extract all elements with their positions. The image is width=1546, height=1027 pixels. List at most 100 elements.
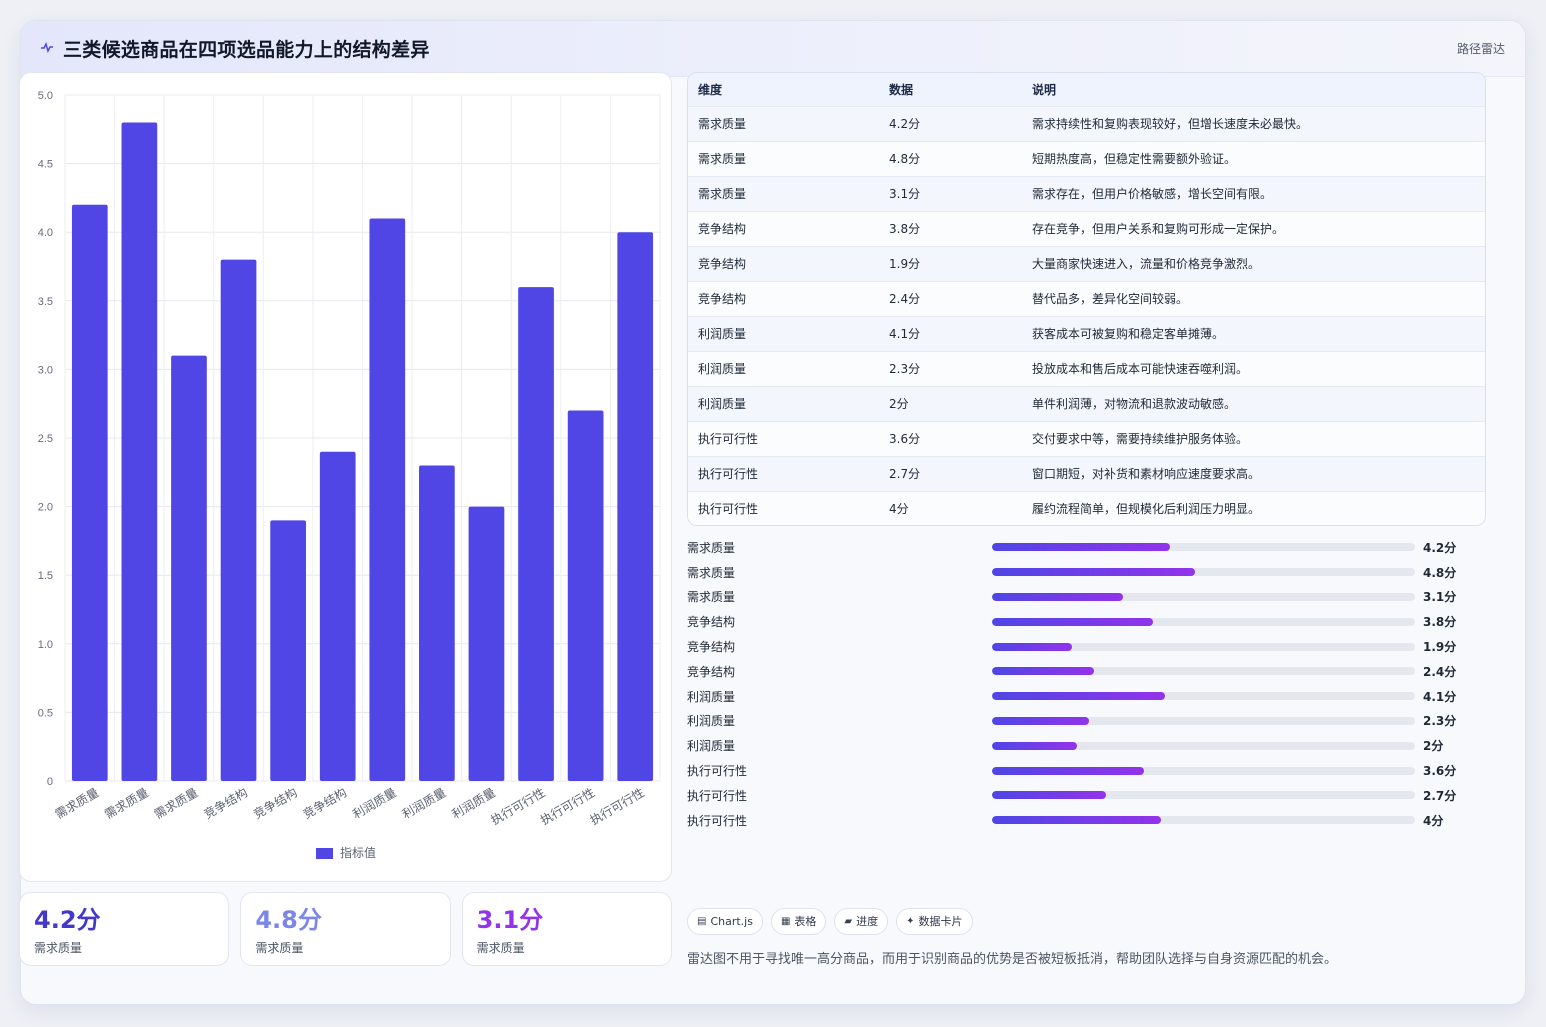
tag-chip[interactable]: ✦ 数据卡片 [896, 908, 973, 935]
tag-chip[interactable]: ▰ 进度 [834, 908, 889, 935]
table-row: 需求质量 3.1分 需求存在，但用户价格敏感，增长空间有限。 [688, 175, 1485, 211]
cell-description: 需求存在，但用户价格敏感，增长空间有限。 [1022, 175, 1485, 211]
bar-chart: 00.51.01.52.02.53.03.54.04.55.0需求质量 需求质量需… [38, 90, 661, 860]
cell-data: 4.1分 [879, 315, 1022, 351]
table-icon: ▦ [780, 916, 791, 927]
table-row: 利润质量 2分 单件利润薄，对物流和退款波动敏感。 [688, 385, 1485, 421]
sparkle-icon: ✦ [906, 916, 915, 927]
stat-value: 4.8分 [255, 906, 322, 934]
cell-dimension: 利润质量 [688, 350, 879, 386]
progress-value: 4.8分 [1423, 565, 1457, 580]
page-title: 三类候选商品在四项选品能力上的结构差异 [63, 39, 430, 61]
progress-fill [992, 791, 1107, 800]
progress-value: 4.2分 [1423, 540, 1457, 555]
tag-chip[interactable]: ▦ 表格 [770, 908, 827, 935]
progress-value: 4分 [1423, 813, 1444, 828]
y-tick-label: 3.5 [38, 296, 53, 308]
progress-track [992, 667, 1415, 676]
bar-chart-card: 0 0.5 1.0 1.5 2.0 2.5 3.0 3.5 4.0 4.5 5.0 需求质量 需求质量需… [19, 72, 672, 882]
cell-dimension: 需求质量 [688, 175, 879, 211]
progress-icon: ▰ [844, 916, 853, 927]
table-row: 执行可行性 4分 履约流程简单，但规模化后利润压力明显。 [688, 490, 1485, 525]
bar [71, 204, 108, 781]
progress-track [992, 791, 1415, 800]
chart-icon: ▤ [697, 916, 707, 927]
bar [270, 520, 306, 781]
bar [171, 355, 207, 781]
x-tick-label: 执行可行性 [489, 785, 548, 827]
column-header-dimension: 维度 [698, 82, 723, 97]
x-tick-label: 利润质量 [350, 785, 399, 821]
bar [617, 232, 654, 781]
cell-dimension: 竞争结构 [688, 210, 879, 246]
progress-value: 2.3分 [1423, 714, 1457, 729]
progress-label: 利润质量 [687, 739, 736, 754]
cell-dimension: 利润质量 [688, 315, 879, 351]
cell-data: 3.6分 [879, 420, 1022, 456]
cell-data: 2.4分 [879, 280, 1022, 316]
tag-chips: ▤ Chart.js ▦ 表格 ▰ 进度 ✦ 数据卡片 [687, 908, 973, 935]
cell-dimension: 需求质量 [688, 105, 879, 141]
progress-fill [992, 617, 1153, 626]
progress-row: 执行可行性 4分 [687, 808, 1486, 833]
cell-dimension: 利润质量 [688, 385, 879, 421]
cell-data: 2分 [879, 385, 1022, 421]
cell-description: 投放成本和售后成本可能快速吞噬利润。 [1022, 350, 1485, 386]
y-tick-label: 3.0 [38, 364, 53, 376]
stat-value: 3.1分 [476, 906, 544, 934]
bar [567, 410, 604, 781]
stat-card: 4.8分 需求质量 [240, 892, 451, 966]
bar [319, 451, 356, 781]
cell-dimension: 需求质量 [688, 140, 879, 176]
x-tick-label: 竞争结构 [251, 785, 300, 822]
chip-label: 数据卡片 [918, 915, 963, 928]
x-tick-label: 利润质量 [400, 785, 449, 821]
table-row: 竞争结构 1.9分 大量商家快速进入，流量和价格竞争激烈。 [688, 245, 1485, 281]
progress-fill [992, 667, 1094, 676]
tag-chip[interactable]: ▤ Chart.js [687, 908, 763, 935]
data-table: 维度 数据 说明 需求质量 4.2分 需求持续性和复购表现较好，但增长速度未必最快。… [688, 73, 1485, 525]
cell-data: 3.8分 [879, 210, 1022, 246]
stat-card: 4.2分 需求质量 [19, 892, 230, 966]
cell-dimension: 执行可行性 [688, 490, 879, 525]
table-row: 需求质量 4.2分 需求持续性和复购表现较好，但增长速度未必最快。 [688, 105, 1485, 141]
progress-value: 3.8分 [1423, 615, 1457, 630]
progress-value: 3.1分 [1423, 590, 1457, 605]
progress-value: 2分 [1423, 739, 1444, 754]
cell-data: 2.7分 [879, 455, 1022, 491]
progress-label: 执行可行性 [687, 788, 748, 803]
stat-label: 需求质量 [34, 941, 83, 955]
progress-track [992, 766, 1415, 775]
cell-description: 窗口期短，对补货和素材响应速度要求高。 [1022, 455, 1485, 491]
progress-row: 需求质量 4.8分 [687, 560, 1486, 585]
progress-row: 利润质量 2分 [687, 733, 1486, 758]
table-row: 利润质量 2.3分 投放成本和售后成本可能快速吞噬利润。 [688, 350, 1485, 386]
progress-label: 执行可行性 [687, 813, 748, 828]
progress-label: 竞争结构 [687, 640, 736, 655]
y-tick-label: 5.0 [38, 90, 53, 102]
stat-card-row: 4.2分 需求质量 4.8分 需求质量 3.1分 需求质量 [19, 892, 672, 966]
x-tick-label: 执行可行性 [588, 785, 647, 827]
progress-track [992, 617, 1415, 626]
cell-description: 大量商家快速进入，流量和价格竞争激烈。 [1022, 245, 1485, 281]
y-tick-label: 2.5 [38, 433, 53, 445]
table-row: 利润质量 4.1分 获客成本可被复购和稳定客单摊薄。 [688, 315, 1485, 351]
table-row: 执行可行性 2.7分 窗口期短，对补货和素材响应速度要求高。 [688, 455, 1485, 491]
bar [419, 465, 455, 781]
activity-icon [41, 41, 53, 57]
y-tick-label: 1.0 [38, 639, 53, 651]
progress-label: 需求质量 [687, 565, 736, 580]
chip-label: 表格 [794, 915, 817, 928]
progress-row: 利润质量 4.1分 [687, 684, 1486, 709]
progress-label: 竞争结构 [687, 615, 736, 630]
chip-label: 进度 [856, 915, 879, 928]
y-tick-label: 1.5 [38, 570, 53, 582]
table-row: 执行可行性 3.6分 交付要求中等，需要持续维护服务体验。 [688, 420, 1485, 456]
table-row: 竞争结构 2.4分 替代品多，差异化空间较弱。 [688, 280, 1485, 316]
bar [518, 287, 554, 781]
progress-value: 1.9分 [1423, 640, 1457, 655]
cell-dimension: 竞争结构 [688, 245, 879, 281]
progress-fill [992, 642, 1073, 651]
y-tick-label: 0 [47, 776, 53, 788]
cell-description: 替代品多，差异化空间较弱。 [1022, 280, 1485, 316]
